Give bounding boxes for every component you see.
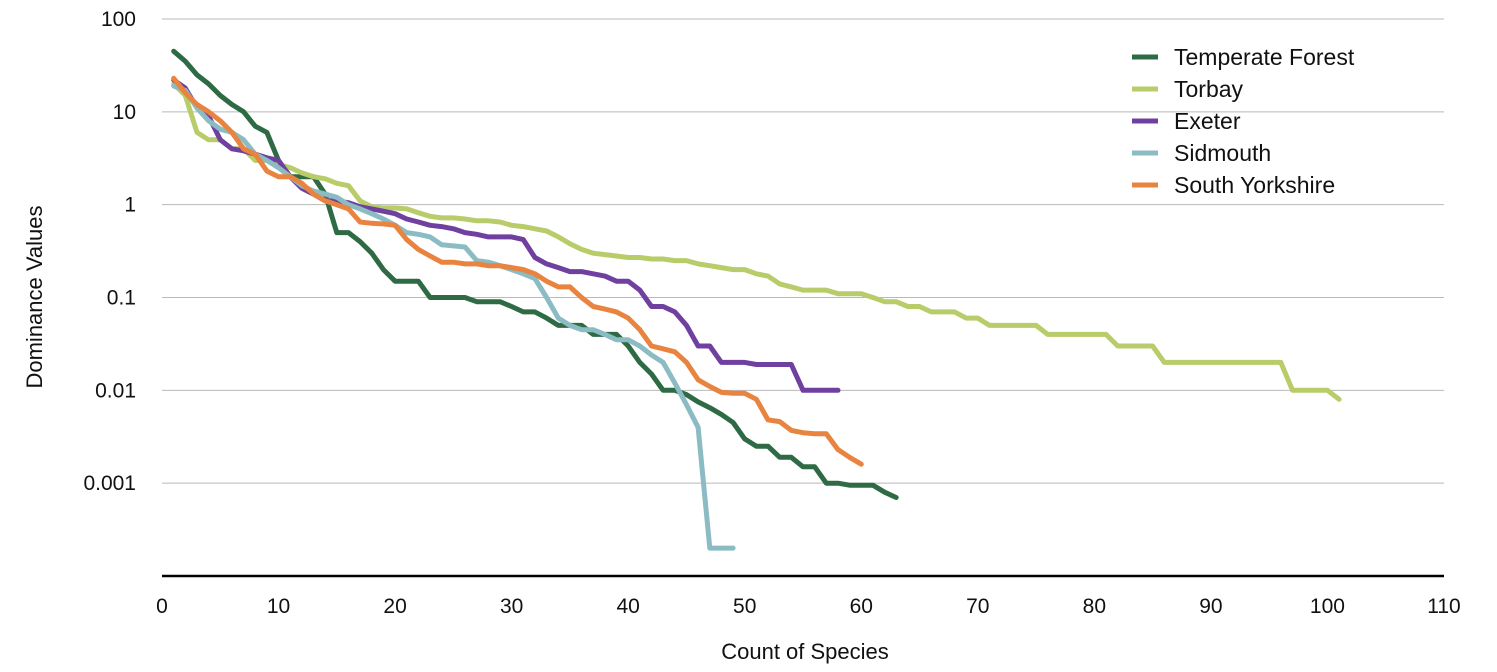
x-tick-label: 80	[1083, 595, 1106, 618]
y-axis-title: Dominance Values	[22, 205, 47, 388]
x-tick-label: 90	[1199, 595, 1222, 618]
x-axis-title: Count of Species	[721, 639, 889, 664]
x-tick-labels: 0 10 20 30 40 50 60 70 80 90 100 110	[156, 595, 1461, 618]
y-tick-label: 100	[101, 8, 136, 31]
x-tick-label: 20	[383, 595, 406, 618]
series-line-south-yorkshire	[171, 75, 864, 467]
series-line-sidmouth	[171, 83, 736, 551]
x-tick-label: 40	[617, 595, 640, 618]
y-tick-labels: 100 10 1 0.1 0.01 0.001	[83, 8, 136, 495]
legend-label: Temperate Forest	[1174, 44, 1355, 70]
x-tick-label: 100	[1310, 595, 1345, 618]
y-tick-label: 10	[113, 101, 136, 124]
grid-lines	[162, 18, 1444, 484]
legend-label: Sidmouth	[1174, 140, 1271, 166]
series-line-torbay	[171, 81, 1342, 402]
x-tick-label: 30	[500, 595, 523, 618]
y-tick-label: 1	[124, 194, 136, 217]
y-tick-label: 0.001	[83, 472, 136, 495]
x-tick-label: 10	[267, 595, 290, 618]
series-line-exeter	[171, 77, 841, 393]
x-tick-label: 0	[156, 595, 168, 618]
x-tick-label: 70	[966, 595, 989, 618]
legend-label: South Yorkshire	[1174, 172, 1335, 198]
legend-label: Exeter	[1174, 108, 1241, 134]
x-tick-label: 60	[850, 595, 873, 618]
legend: Temperate Forest Torbay Exeter Sidmouth Sout…	[1132, 44, 1355, 198]
x-tick-label: 110	[1427, 595, 1460, 618]
legend-label: Torbay	[1174, 76, 1244, 102]
y-tick-label: 0.1	[107, 287, 136, 310]
x-tick-label: 50	[733, 595, 756, 618]
series-lines	[171, 48, 1342, 551]
y-tick-label: 0.01	[95, 379, 136, 402]
